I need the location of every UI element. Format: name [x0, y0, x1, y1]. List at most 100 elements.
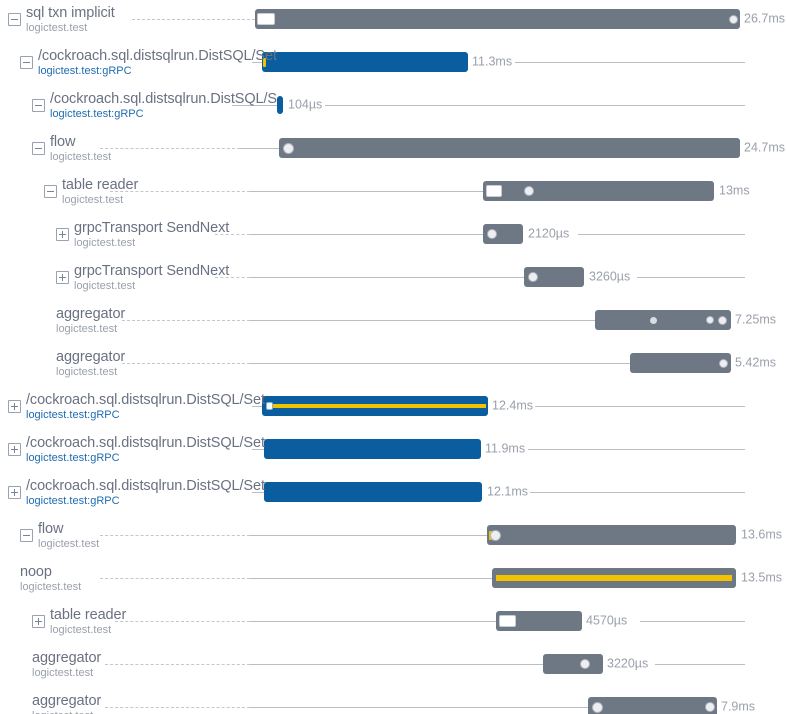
- span-bar[interactable]: [524, 267, 584, 287]
- span-row[interactable]: 26.7ms sql txn implicit logictest.test: [0, 0, 786, 41]
- span-row[interactable]: 13.5ms noop logictest.test: [0, 557, 786, 600]
- span-log-marker[interactable]: [528, 272, 538, 282]
- expand-plus-icon[interactable]: [8, 443, 21, 456]
- span-service-name[interactable]: logictest.test: [32, 667, 94, 679]
- span-log-marker[interactable]: [718, 315, 727, 325]
- child-span-bar[interactable]: [268, 404, 486, 408]
- span-label-group[interactable]: grpcTransport SendNext logictest.test: [56, 256, 229, 299]
- span-operation-name[interactable]: noop: [20, 564, 52, 580]
- span-log-marker[interactable]: [706, 316, 714, 324]
- span-bar[interactable]: [630, 353, 731, 373]
- span-row[interactable]: 4570µs table reader logictest.test: [0, 600, 786, 643]
- span-row[interactable]: 2120µs grpcTransport SendNext logictest.te…: [0, 213, 786, 256]
- span-operation-name[interactable]: aggregator: [32, 650, 102, 666]
- span-log-marker[interactable]: [580, 659, 590, 669]
- span-bar[interactable]: [262, 52, 468, 72]
- span-operation-name[interactable]: table reader: [62, 177, 139, 193]
- span-row[interactable]: 3220µs aggregator logictest.test: [0, 643, 786, 686]
- span-service-name[interactable]: logictest.test:gRPC: [50, 108, 144, 120]
- span-service-name[interactable]: logictest.test: [50, 151, 112, 163]
- span-row[interactable]: 11.9ms/cockroach.sql.distsqlrun.DistSQL/…: [0, 428, 786, 471]
- expand-plus-icon[interactable]: [8, 486, 21, 499]
- span-log-marker[interactable]: [524, 186, 534, 196]
- expand-plus-icon[interactable]: [8, 400, 21, 413]
- span-bar[interactable]: [595, 310, 731, 330]
- span-label-group[interactable]: flow logictest.test: [20, 514, 99, 557]
- span-row[interactable]: 12.4ms/cockroach.sql.distsqlrun.DistSQL/…: [0, 385, 786, 428]
- span-service-name[interactable]: logictest.test: [32, 710, 101, 714]
- span-service-name[interactable]: logictest.test: [50, 624, 112, 636]
- span-operation-name[interactable]: aggregator: [32, 693, 102, 709]
- collapse-minus-icon[interactable]: [32, 99, 45, 112]
- span-row[interactable]: 7.25ms aggregator logictest.test: [0, 299, 786, 342]
- collapse-minus-icon[interactable]: [32, 142, 45, 155]
- span-bar[interactable]: [264, 439, 481, 459]
- span-label-group[interactable]: /cockroach.sql.distsqlrun.DistSQL/Set log…: [8, 385, 265, 428]
- span-log-marker[interactable]: [266, 402, 273, 410]
- span-operation-name[interactable]: /cockroach.sql.distsqlrun.DistSQL/S: [50, 91, 277, 107]
- span-service-name[interactable]: logictest.test: [20, 581, 82, 593]
- expand-plus-icon[interactable]: [56, 271, 69, 284]
- child-span-bar[interactable]: [496, 575, 732, 581]
- span-bar[interactable]: [264, 482, 482, 502]
- span-log-marker[interactable]: [283, 142, 294, 154]
- span-label-group[interactable]: table reader logictest.test: [32, 600, 126, 643]
- span-bar[interactable]: [255, 9, 740, 29]
- span-label-group[interactable]: noop logictest.test: [20, 557, 81, 600]
- span-log-marker[interactable]: [650, 316, 657, 324]
- span-label-group[interactable]: /cockroach.sql.distsqlrun.DistSQL/Set log…: [20, 41, 277, 84]
- span-row[interactable]: 104µs/cockroach.sql.distsqlrun.DistSQL/S…: [0, 84, 786, 127]
- span-service-name[interactable]: logictest.test: [56, 366, 118, 378]
- span-service-name[interactable]: logictest.test: [74, 237, 136, 249]
- span-label-group[interactable]: grpcTransport SendNext logictest.test: [56, 213, 229, 256]
- span-bar[interactable]: [277, 96, 283, 114]
- span-row[interactable]: 24.7ms flow logictest.test: [0, 127, 786, 170]
- span-operation-name[interactable]: flow: [38, 521, 64, 537]
- span-bar[interactable]: [588, 697, 717, 714]
- span-bar[interactable]: [279, 138, 740, 158]
- span-label-group[interactable]: table reader logictest.test: [44, 170, 138, 213]
- span-label-group[interactable]: flow logictest.test: [32, 127, 111, 170]
- span-service-name[interactable]: logictest.test: [26, 22, 88, 34]
- span-service-name[interactable]: logictest.test:gRPC: [38, 65, 132, 77]
- span-row[interactable]: 13ms table reader logictest.test: [0, 170, 786, 213]
- span-service-name[interactable]: logictest.test: [56, 323, 118, 335]
- span-log-marker[interactable]: [592, 701, 603, 713]
- span-service-name[interactable]: logictest.test: [62, 194, 124, 206]
- span-log-marker[interactable]: [719, 358, 728, 368]
- span-label-group[interactable]: /cockroach.sql.distsqlrun.DistSQL/S logic…: [32, 84, 277, 127]
- span-operation-name[interactable]: /cockroach.sql.distsqlrun.DistSQL/Set: [26, 435, 265, 451]
- span-bar[interactable]: [483, 181, 714, 201]
- collapse-minus-icon[interactable]: [8, 13, 21, 26]
- span-log-marker[interactable]: [705, 702, 715, 712]
- span-service-name[interactable]: logictest.test:gRPC: [26, 452, 120, 464]
- span-bar[interactable]: [543, 654, 603, 674]
- span-log-marker[interactable]: [499, 615, 516, 627]
- span-log-marker[interactable]: [729, 14, 738, 24]
- span-row[interactable]: 13.6ms flow logictest.test: [0, 514, 786, 557]
- span-bar[interactable]: [492, 568, 736, 588]
- collapse-minus-icon[interactable]: [44, 185, 57, 198]
- span-service-name[interactable]: logictest.test:gRPC: [26, 409, 120, 421]
- span-log-marker[interactable]: [490, 529, 501, 541]
- collapse-minus-icon[interactable]: [20, 529, 33, 542]
- expand-plus-icon[interactable]: [56, 228, 69, 241]
- span-operation-name[interactable]: aggregator: [56, 306, 126, 322]
- span-log-marker[interactable]: [263, 57, 266, 67]
- span-row[interactable]: 5.42ms aggregator logictest.test: [0, 342, 786, 385]
- span-operation-name[interactable]: /cockroach.sql.distsqlrun.DistSQL/Set: [26, 392, 265, 408]
- span-bar[interactable]: [262, 396, 488, 416]
- span-log-marker[interactable]: [487, 229, 497, 239]
- span-label-group[interactable]: /cockroach.sql.distsqlrun.DistSQL/Set log…: [8, 428, 265, 471]
- span-log-marker[interactable]: [486, 185, 502, 197]
- span-operation-name[interactable]: /cockroach.sql.distsqlrun.DistSQL/Set: [38, 48, 277, 64]
- span-log-marker[interactable]: [257, 13, 275, 25]
- span-service-name[interactable]: logictest.test: [74, 280, 136, 292]
- expand-plus-icon[interactable]: [32, 615, 45, 628]
- span-bar[interactable]: [496, 611, 582, 631]
